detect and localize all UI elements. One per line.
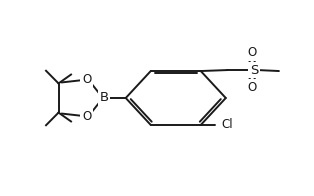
Text: O: O <box>248 46 257 59</box>
Text: S: S <box>250 64 258 77</box>
Text: O: O <box>248 81 257 94</box>
Text: O: O <box>82 73 91 86</box>
Text: Cl: Cl <box>221 118 233 132</box>
Text: B: B <box>99 92 108 104</box>
Text: O: O <box>82 110 91 123</box>
